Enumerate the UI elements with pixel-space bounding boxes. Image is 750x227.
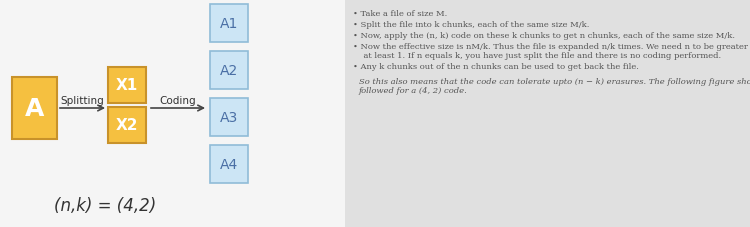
Bar bbox=[210, 145, 248, 183]
Text: X2: X2 bbox=[116, 118, 138, 133]
Bar bbox=[210, 99, 248, 136]
Text: • Now the effective size is nM/k. Thus the file is expanded n/k times. We need n: • Now the effective size is nM/k. Thus t… bbox=[353, 43, 750, 51]
Text: A4: A4 bbox=[220, 157, 239, 171]
Text: A1: A1 bbox=[220, 17, 239, 31]
Text: (n,k) = (4,2): (n,k) = (4,2) bbox=[54, 196, 156, 214]
Text: at least 1. If n equals k, you have just split the file and there is no coding p: at least 1. If n equals k, you have just… bbox=[353, 52, 722, 60]
Text: So this also means that the code can tolerate upto (n − k) erasures. The followi: So this also means that the code can tol… bbox=[359, 78, 750, 86]
Bar bbox=[0, 0, 345, 227]
Bar bbox=[210, 5, 248, 43]
Bar bbox=[210, 52, 248, 90]
Text: followed for a (4, 2) code.: followed for a (4, 2) code. bbox=[359, 87, 468, 95]
Text: Splitting: Splitting bbox=[60, 96, 104, 106]
Bar bbox=[108, 108, 146, 143]
Text: • Any k chunks out of the n chunks can be used to get back the file.: • Any k chunks out of the n chunks can b… bbox=[353, 63, 639, 71]
Text: X1: X1 bbox=[116, 78, 138, 93]
Text: A2: A2 bbox=[220, 64, 239, 78]
Text: • Now, apply the (n, k) code on these k chunks to get n chunks, each of the same: • Now, apply the (n, k) code on these k … bbox=[353, 32, 735, 40]
Text: • Take a file of size M.: • Take a file of size M. bbox=[353, 10, 447, 18]
Text: Coding: Coding bbox=[160, 96, 196, 106]
Text: • Split the file into k chunks, each of the same size M/k.: • Split the file into k chunks, each of … bbox=[353, 21, 590, 29]
Bar bbox=[108, 68, 146, 104]
Bar bbox=[12, 78, 57, 139]
Text: A3: A3 bbox=[220, 111, 239, 124]
Text: A: A bbox=[25, 96, 44, 121]
